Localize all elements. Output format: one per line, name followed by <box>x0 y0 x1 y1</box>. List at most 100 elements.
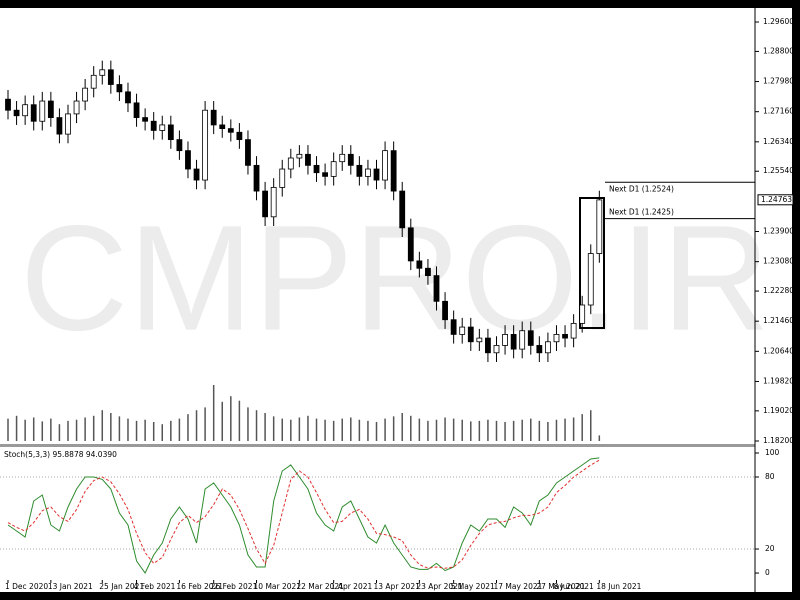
candle-body <box>545 341 551 354</box>
candle-body <box>296 153 303 159</box>
x-tick-label: 5 May 2021 <box>451 582 495 591</box>
candle-body <box>245 139 251 166</box>
candle-body <box>587 253 594 306</box>
x-tick-label: 22 Mar 2021 <box>296 582 344 591</box>
highlight-box <box>579 197 605 329</box>
candle-body <box>450 319 457 335</box>
y-tick-label: 1.21460 <box>763 316 794 325</box>
candle-body <box>262 190 269 218</box>
y-tick-label: 1.22280 <box>763 286 794 295</box>
chart-background <box>0 8 792 592</box>
x-tick-label: 17 May 2021 <box>493 582 542 591</box>
stoch-line <box>7 457 600 574</box>
candle-body <box>510 334 517 350</box>
candle-body <box>202 109 209 181</box>
y-tick-label: 1.20640 <box>763 346 794 355</box>
candle-body <box>407 227 414 262</box>
candle-body <box>596 199 603 254</box>
candle-body <box>382 150 388 181</box>
x-tick-label: 1 Apr 2021 <box>331 582 373 591</box>
candle-body <box>99 69 106 76</box>
y-tick-label: 1.29600 <box>763 17 794 26</box>
x-tick-label: 10 Mar 2021 <box>254 582 302 591</box>
y-tick-label: 1.19820 <box>763 376 794 385</box>
candle-body <box>330 161 337 177</box>
x-tick-label: 8 Jun 2021 <box>553 582 594 591</box>
x-tick-label: 4 Feb 2021 <box>134 582 176 591</box>
x-tick-label: 1 Dec 2020 <box>5 582 48 591</box>
candle-body <box>107 69 114 85</box>
candle-body <box>227 128 234 133</box>
candle-body <box>116 84 123 93</box>
x-tick-label: 25 Jan 2021 <box>99 582 144 591</box>
y-tick-label: 1.18200 <box>763 436 794 445</box>
watermark: CMPRO.IR <box>20 194 770 362</box>
candle-body <box>167 124 174 141</box>
candle-body <box>579 304 586 324</box>
candle-body <box>373 168 380 181</box>
candle-body <box>65 113 71 135</box>
candle-body <box>279 168 286 188</box>
y-tick-label: 20 <box>765 544 775 553</box>
candle-body <box>185 150 191 170</box>
candle-body <box>90 74 97 89</box>
y-tick-label: 1.27160 <box>763 107 794 116</box>
candle-body <box>287 157 294 170</box>
candle-body <box>176 139 183 152</box>
candle-body <box>399 190 406 229</box>
candle-body <box>22 104 29 117</box>
candle-body <box>236 131 243 141</box>
candle-body <box>322 172 328 177</box>
candle-body <box>30 104 37 122</box>
y-tick-label: 100 <box>765 448 780 457</box>
candle-body <box>536 345 543 354</box>
x-tick-label: 26 Feb 2021 <box>211 582 258 591</box>
panel-separator <box>0 444 755 447</box>
candle-body <box>133 102 140 118</box>
candle-body <box>527 330 534 346</box>
candle-body <box>219 124 226 129</box>
candle-body <box>210 109 217 126</box>
candle-body <box>150 120 157 131</box>
candle-body <box>347 153 354 166</box>
candle-body <box>502 334 508 346</box>
candle-body <box>270 187 277 218</box>
candle-body <box>493 345 500 354</box>
candle-body <box>433 275 440 302</box>
y-tick-label: 1.23080 <box>763 257 794 266</box>
candle-body <box>467 326 474 343</box>
last-price-label: 1.24763 <box>761 195 792 204</box>
candle-body <box>339 153 346 163</box>
last-price-box <box>757 194 794 206</box>
candle-body <box>476 337 483 343</box>
x-tick-label: 13 Jan 2021 <box>48 582 93 591</box>
y-tick-label: 1.27980 <box>763 77 794 86</box>
candle-body <box>142 117 149 122</box>
candle-body <box>356 164 363 177</box>
candle-body <box>365 168 371 177</box>
candle-body <box>442 300 448 321</box>
candle-body <box>73 100 80 115</box>
candle-body <box>390 150 397 192</box>
candle-body <box>47 100 54 118</box>
candle-body <box>82 87 89 102</box>
y-tick-label: 1.28800 <box>763 46 794 55</box>
candle-body <box>13 109 20 117</box>
candle-body <box>485 337 491 354</box>
x-tick-label: 27 May 2021 <box>536 582 585 591</box>
y-tick-label: 1.23900 <box>763 227 794 236</box>
candle-body <box>39 100 46 122</box>
stoch-line <box>7 459 600 569</box>
x-tick-label: 13 Apr 2021 <box>374 582 421 591</box>
candle-body <box>159 124 166 131</box>
candle-body <box>313 164 320 174</box>
candle-body <box>562 334 568 339</box>
candle-body <box>5 98 11 111</box>
y-tick-label: 0 <box>765 568 770 577</box>
y-tick-label: 80 <box>765 472 775 481</box>
annotation-label: Next D1 (1.2425) <box>609 208 674 217</box>
y-tick-label: 1.25540 <box>763 166 794 175</box>
candle-body <box>253 164 260 192</box>
y-tick-label: 1.19020 <box>763 406 794 415</box>
